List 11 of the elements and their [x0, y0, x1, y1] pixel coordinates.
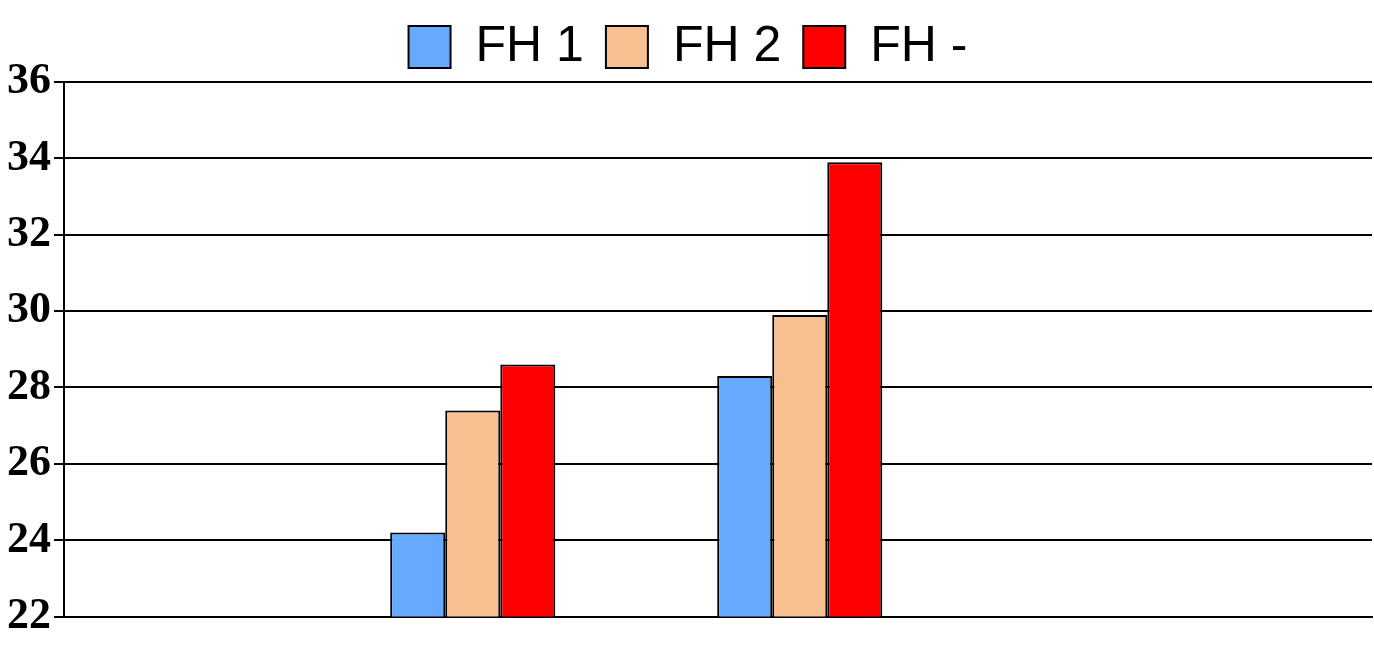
- legend-label: FH 2: [672, 15, 782, 72]
- y-tick-label: 24: [7, 512, 51, 562]
- y-tick-label: 26: [7, 436, 51, 486]
- y-tick-label: 30: [7, 283, 51, 333]
- y-tick-label: 22: [7, 588, 51, 638]
- legend-label: FH -: [870, 15, 968, 72]
- y-tick-label: 28: [7, 359, 51, 409]
- legend-label: FH 1: [475, 15, 584, 72]
- y-tick-label: 32: [7, 207, 51, 257]
- y-tick-label: 36: [7, 54, 51, 104]
- y-tick-label: 34: [7, 130, 51, 180]
